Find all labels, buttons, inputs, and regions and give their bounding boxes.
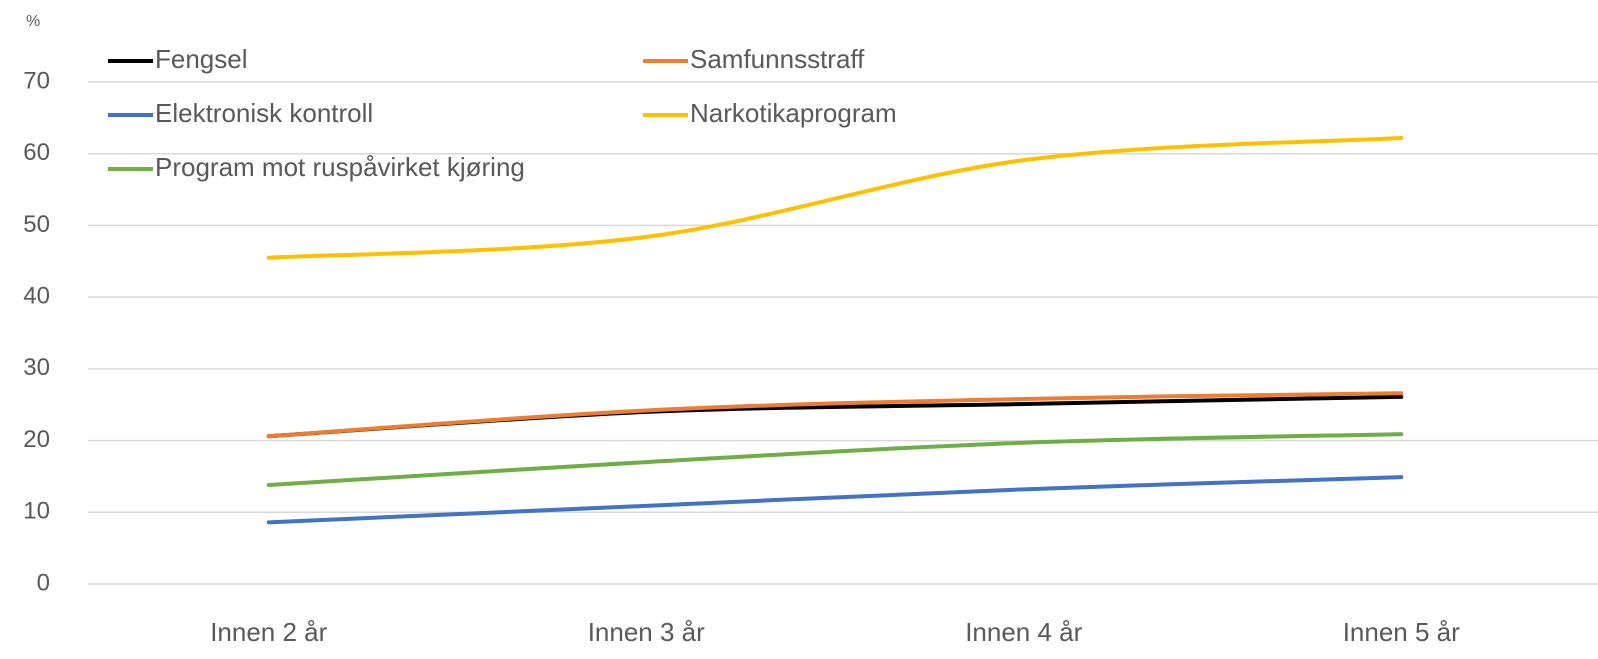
y-tick-label: 30 [23,354,50,381]
y-tick-label: 60 [23,139,50,166]
series-line [266,432,1404,488]
y-axis-label: % [26,13,40,30]
x-tick-label: Innen 3 år [588,617,705,647]
legend-label: Program mot ruspåvirket kjøring [155,152,525,182]
y-tick-label: 40 [23,282,50,309]
series-line [266,475,1404,525]
legend-label: Samfunnsstraff [690,44,865,74]
y-tick-label: 70 [23,67,50,94]
legend-label: Narkotikaprogram [690,98,897,128]
x-tick-label: Innen 5 år [1343,617,1460,647]
y-tick-label: 0 [37,569,50,596]
x-tick-label: Innen 2 år [210,617,327,647]
y-tick-label: 20 [23,426,50,453]
legend-label: Fengsel [155,44,248,74]
x-tick-label: Innen 4 år [965,617,1082,647]
legend-label: Elektronisk kontroll [155,98,373,128]
y-tick-label: 50 [23,211,50,238]
series-line [266,391,1404,439]
y-tick-label: 10 [23,498,50,525]
series-line [266,135,1404,260]
